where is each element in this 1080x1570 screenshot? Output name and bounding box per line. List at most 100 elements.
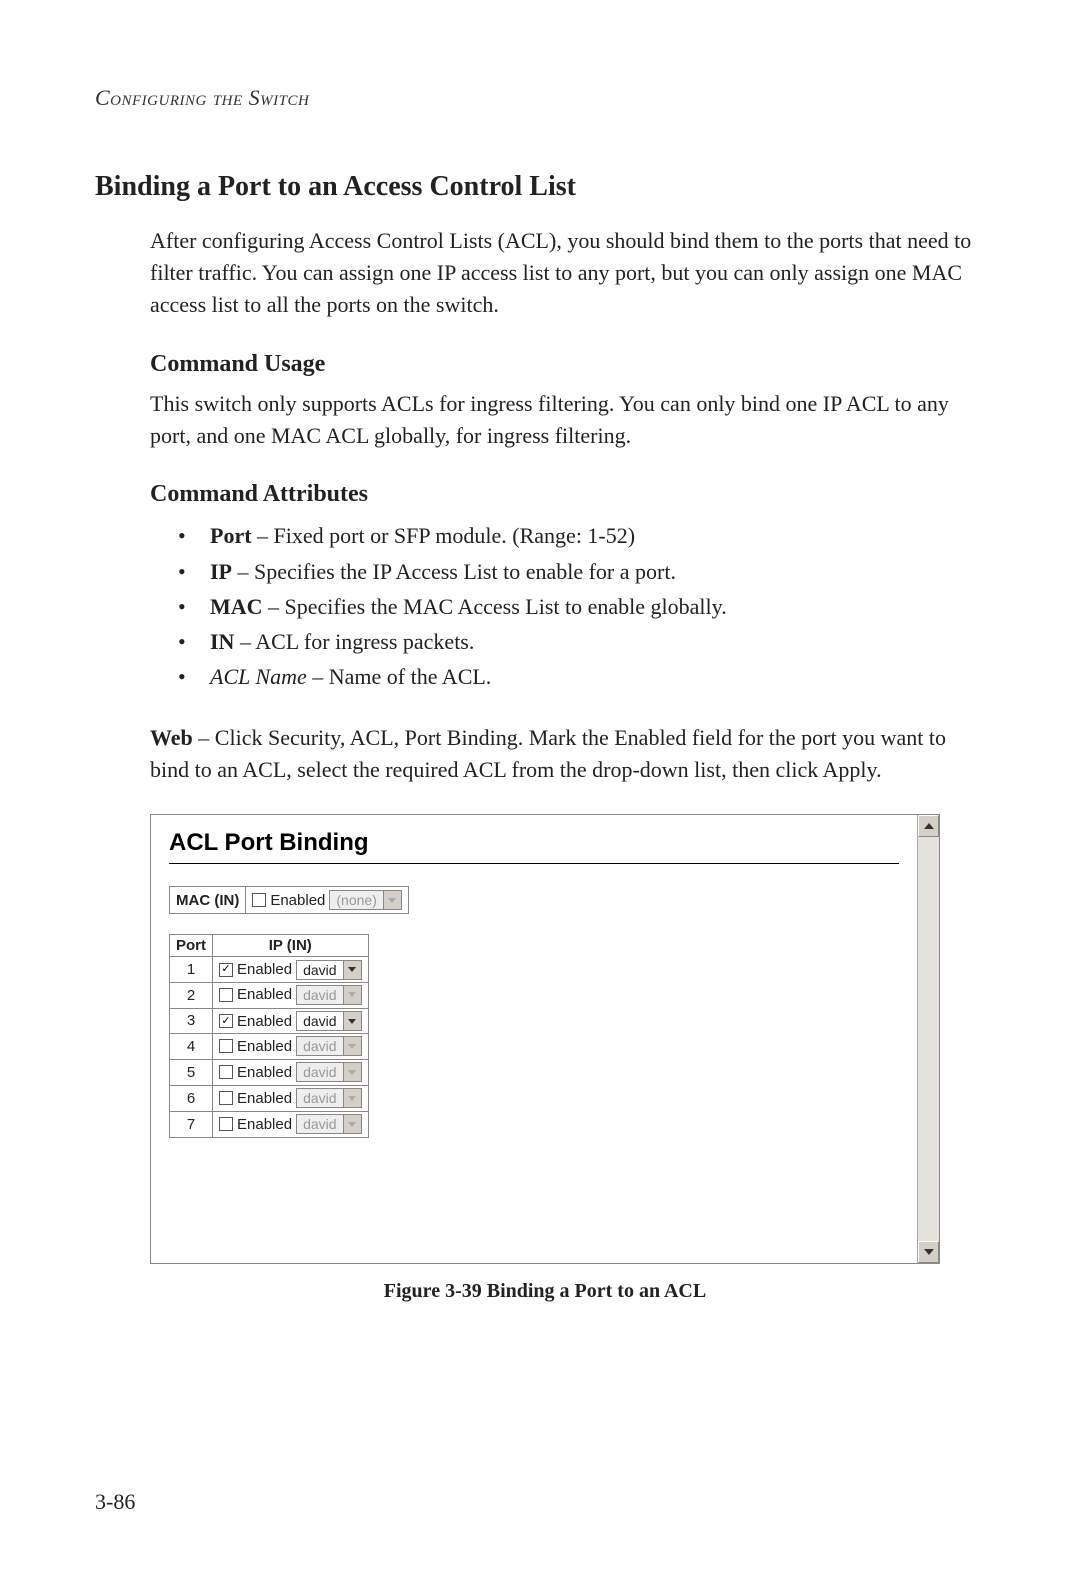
port-cell: 4 (170, 1034, 213, 1060)
port-cell: 6 (170, 1086, 213, 1112)
port-enabled-checkbox[interactable] (219, 1039, 233, 1053)
table-row: 3Enableddavid (170, 1008, 369, 1034)
chevron-down-icon (343, 1037, 361, 1055)
web-paragraph: Web – Click Security, ACL, Port Binding.… (150, 722, 985, 786)
command-attributes-title: Command Attributes (150, 481, 985, 508)
scroll-up-button[interactable] (918, 815, 939, 837)
port-enabled-checkbox[interactable] (219, 988, 233, 1002)
port-acl-select-value: david (297, 1013, 342, 1029)
attr-term: ACL Name (210, 664, 307, 689)
command-usage-title: Command Usage (150, 351, 985, 378)
port-acl-select[interactable]: david (296, 960, 361, 980)
table-row: 7 Enabled david (170, 1112, 369, 1138)
attr-term: IN (210, 629, 234, 654)
section-title: Binding a Port to an Access Control List (95, 171, 985, 203)
ip-in-cell: Enableddavid (213, 1008, 369, 1034)
mac-acl-select[interactable]: (none) (329, 890, 401, 910)
vertical-scrollbar[interactable] (917, 815, 939, 1263)
port-acl-select-value: david (297, 987, 342, 1003)
attr-item: IN – ACL for ingress packets. (150, 624, 985, 659)
port-acl-select-value: david (297, 1038, 342, 1054)
port-binding-table: Port IP (IN) 1Enableddavid2Enableddavid3… (169, 934, 369, 1138)
running-head: Configuring the Switch (95, 85, 985, 111)
table-row: 5 Enabled david (170, 1060, 369, 1086)
port-enabled-checkbox[interactable] (219, 1014, 233, 1028)
mac-in-row: MAC (IN) Enabled (none) (169, 886, 409, 914)
port-enabled-checkbox[interactable] (219, 1117, 233, 1131)
table-row: 2 Enabled david (170, 982, 369, 1008)
enabled-label: Enabled (270, 892, 325, 909)
attr-item: Port – Fixed port or SFP module. (Range:… (150, 518, 985, 553)
mac-in-controls: Enabled (none) (246, 887, 408, 913)
attributes-list: Port – Fixed port or SFP module. (Range:… (150, 518, 985, 694)
attr-term: IP (210, 559, 232, 584)
port-cell: 7 (170, 1112, 213, 1138)
ip-in-cell: Enabled david (213, 1112, 369, 1138)
chevron-down-icon (343, 961, 361, 979)
mac-acl-select-value: (none) (330, 892, 382, 908)
port-acl-select-value: david (297, 962, 342, 978)
port-cell: 2 (170, 982, 213, 1008)
intro-paragraph: After configuring Access Control Lists (… (150, 225, 985, 321)
table-row: 1 Enabled david (170, 957, 369, 983)
attr-term: Port (210, 523, 252, 548)
attr-desc: – Specifies the IP Access List to enable… (232, 559, 676, 584)
attr-term: MAC (210, 594, 263, 619)
chevron-down-icon (343, 1063, 361, 1081)
port-enabled-checkbox[interactable] (219, 963, 233, 977)
ip-in-cell: Enabled david (213, 982, 369, 1008)
attr-desc: – ACL for ingress packets. (234, 629, 474, 654)
port-cell: 5 (170, 1060, 213, 1086)
web-lead: Web (150, 725, 193, 750)
port-cell: 1 (170, 957, 213, 983)
chevron-down-icon (343, 1012, 361, 1030)
col-port-header: Port (170, 935, 213, 957)
mac-in-label: MAC (IN) (170, 887, 246, 913)
ip-in-cell: Enabled david (213, 1086, 369, 1112)
enabled-label: Enabled (237, 1064, 292, 1081)
mac-enabled-checkbox[interactable] (252, 893, 266, 907)
attr-item: ACL Name – Name of the ACL. (150, 659, 985, 694)
figure-caption: Figure 3-39 Binding a Port to an ACL (150, 1280, 940, 1303)
port-acl-select[interactable]: david (296, 1114, 361, 1134)
port-acl-select[interactable]: david (296, 1011, 361, 1031)
screenshot-content: ACL Port Binding MAC (IN) Enabled (none)… (151, 815, 917, 1263)
enabled-label: Enabled (237, 1038, 292, 1055)
port-acl-select[interactable]: david (296, 985, 361, 1005)
chevron-down-icon (383, 891, 401, 909)
col-ipin-header: IP (IN) (213, 935, 369, 957)
chevron-down-icon (343, 1089, 361, 1107)
port-acl-select[interactable]: david (296, 1088, 361, 1108)
attr-item: MAC – Specifies the MAC Access List to e… (150, 589, 985, 624)
table-row: 4 Enabled david (170, 1034, 369, 1060)
port-enabled-checkbox[interactable] (219, 1065, 233, 1079)
enabled-label: Enabled (237, 961, 292, 978)
enabled-label: Enabled (237, 1090, 292, 1107)
chevron-down-icon (343, 986, 361, 1004)
port-cell: 3 (170, 1008, 213, 1034)
ip-in-cell: Enabled david (213, 1034, 369, 1060)
port-acl-select-value: david (297, 1116, 342, 1132)
port-enabled-checkbox[interactable] (219, 1091, 233, 1105)
ip-in-cell: Enabled david (213, 1060, 369, 1086)
attr-desc: – Fixed port or SFP module. (Range: 1-52… (252, 523, 636, 548)
ip-in-cell: Enabled david (213, 957, 369, 983)
port-acl-select-value: david (297, 1090, 342, 1106)
attr-desc: – Name of the ACL. (307, 664, 492, 689)
web-text: – Click Security, ACL, Port Binding. Mar… (150, 725, 946, 782)
page-number: 3-86 (95, 1489, 135, 1515)
table-row: 6 Enabled david (170, 1086, 369, 1112)
scroll-down-button[interactable] (918, 1241, 939, 1263)
enabled-label: Enabled (237, 1116, 292, 1133)
attr-item: IP – Specifies the IP Access List to ena… (150, 554, 985, 589)
port-acl-select[interactable]: david (296, 1062, 361, 1082)
port-acl-select-value: david (297, 1064, 342, 1080)
page: Configuring the Switch Binding a Port to… (0, 0, 1080, 1570)
panel-divider (169, 863, 899, 864)
attr-desc: – Specifies the MAC Access List to enabl… (263, 594, 727, 619)
panel-title: ACL Port Binding (169, 829, 899, 857)
port-acl-select[interactable]: david (296, 1036, 361, 1056)
enabled-label: Enabled (237, 986, 292, 1003)
scroll-track[interactable] (918, 837, 939, 1241)
chevron-down-icon (343, 1115, 361, 1133)
